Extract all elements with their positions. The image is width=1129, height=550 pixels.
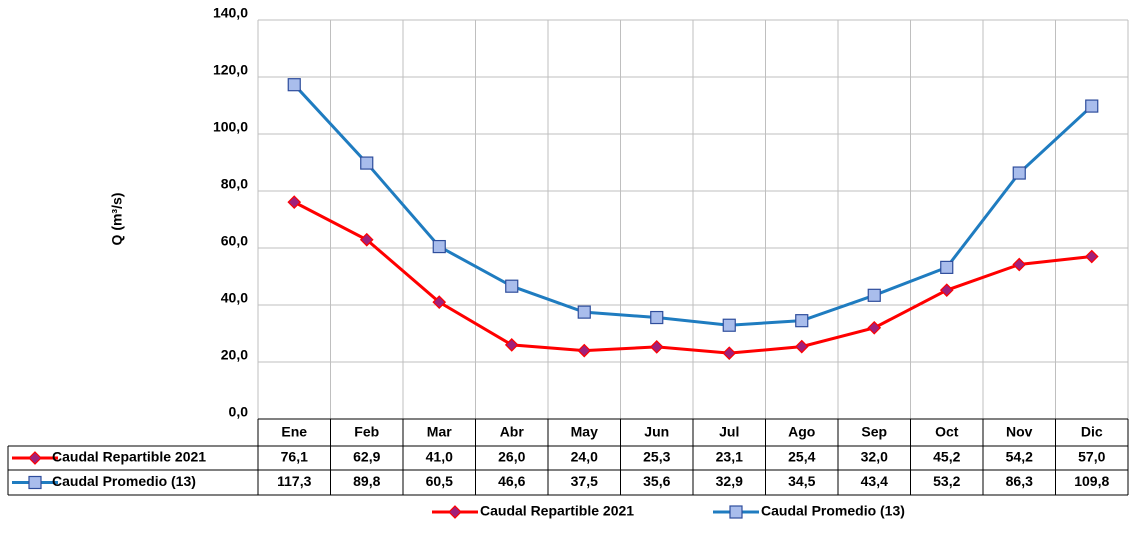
point [867, 320, 882, 335]
y-tick-label: 80,0 [221, 176, 248, 192]
table-value: 45,2 [933, 449, 960, 465]
y-tick-label: 0,0 [229, 404, 249, 420]
point [287, 195, 302, 209]
legend-label: Caudal Promedio (13) [761, 503, 905, 519]
legend-label: Caudal Repartible 2021 [480, 503, 634, 519]
table-value: 46,6 [498, 473, 525, 489]
point [505, 279, 519, 293]
table-value: 26,0 [498, 449, 525, 465]
y-tick-label: 120,0 [213, 62, 248, 78]
point [1085, 99, 1099, 113]
table-value: 25,4 [788, 449, 815, 465]
y-tick-label: 60,0 [221, 233, 248, 249]
table-value: 34,5 [788, 473, 815, 489]
x-tick-label: Mar [427, 424, 452, 440]
table-value: 53,2 [933, 473, 960, 489]
table-value: 32,9 [716, 473, 743, 489]
table-value: 62,9 [353, 449, 380, 465]
y-tick-label: 140,0 [213, 5, 248, 21]
point [287, 78, 301, 92]
legend-marker [28, 451, 42, 465]
table-value: 37,5 [571, 473, 598, 489]
point [432, 295, 447, 309]
point [795, 314, 809, 328]
point [1084, 249, 1099, 264]
table-value: 86,3 [1006, 473, 1033, 489]
x-tick-label: Dic [1081, 424, 1103, 440]
point [1012, 257, 1027, 272]
point [432, 239, 446, 254]
x-tick-label: May [571, 424, 598, 440]
legend-marker [448, 505, 462, 519]
legend-marker [28, 475, 42, 490]
point [359, 232, 374, 247]
point [360, 156, 374, 170]
x-tick-label: Sep [861, 424, 887, 440]
point [940, 260, 954, 274]
point [722, 318, 736, 332]
table-value: 57,0 [1078, 449, 1105, 465]
x-tick-label: Ago [788, 424, 815, 440]
point [649, 340, 664, 354]
legend-marker [729, 505, 743, 519]
point [504, 338, 519, 352]
x-tick-label: Feb [354, 424, 379, 440]
y-axis-label: Q (m³/s) [109, 193, 125, 246]
table-series-name: Caudal Promedio (13) [52, 473, 196, 489]
point [577, 343, 592, 358]
table-value: 117,3 [277, 473, 311, 489]
x-tick-label: Jun [644, 424, 669, 440]
table-value: 25,3 [643, 449, 670, 465]
series-line [293, 200, 1092, 355]
x-tick-label: Jul [719, 424, 739, 440]
table-value: 60,5 [426, 473, 453, 489]
table-value: 23,1 [716, 449, 743, 465]
y-tick-label: 100,0 [213, 119, 248, 135]
table-value: 109,8 [1074, 473, 1109, 489]
table-series-name: Caudal Repartible 2021 [52, 449, 206, 465]
x-tick-label: Abr [500, 424, 525, 440]
point [939, 283, 954, 298]
x-tick-label: Nov [1006, 424, 1033, 440]
point [794, 339, 809, 354]
series-line [293, 83, 1093, 327]
table-value: 76,1 [281, 449, 308, 465]
table-value: 54,2 [1006, 449, 1033, 465]
table-value: 41,0 [426, 449, 453, 465]
table-value: 24,0 [571, 449, 598, 465]
table-value: 43,4 [861, 473, 888, 489]
y-tick-label: 40,0 [221, 290, 248, 306]
point [867, 288, 881, 302]
point [1012, 166, 1026, 180]
point [577, 305, 591, 319]
table-value: 32,0 [861, 449, 888, 465]
point [722, 346, 737, 361]
y-tick-label: 20,0 [221, 347, 248, 363]
table-value: 35,6 [643, 473, 670, 489]
x-tick-label: Oct [935, 424, 959, 440]
point [650, 310, 664, 325]
x-tick-label: Ene [281, 424, 307, 440]
table-value: 89,8 [353, 473, 380, 489]
